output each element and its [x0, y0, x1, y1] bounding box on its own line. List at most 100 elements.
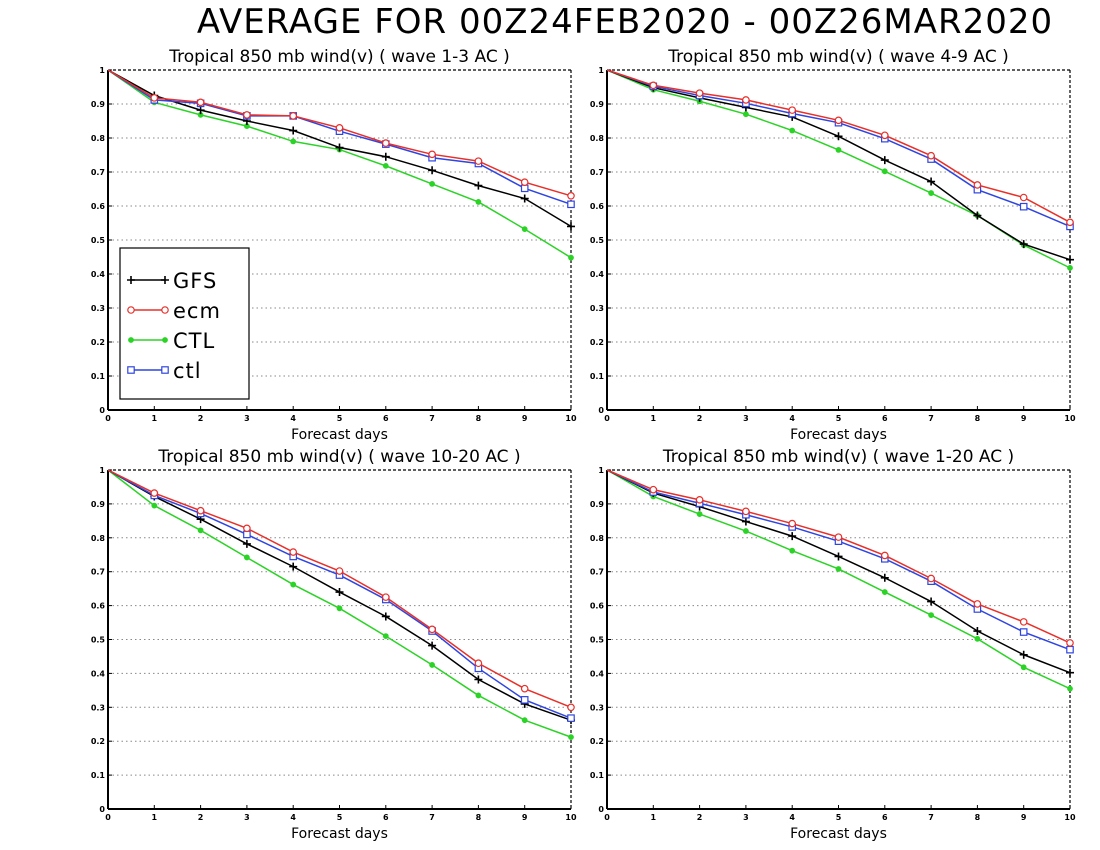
data-point-ecm	[695, 89, 704, 97]
x-tick-label: 2	[697, 414, 703, 423]
x-axis-label: Forecast days	[790, 427, 887, 443]
data-point-ctl	[244, 554, 250, 561]
data-point-gfs	[567, 222, 575, 231]
x-tick-label: 8	[476, 813, 482, 822]
data-point-gfs	[973, 211, 982, 220]
data-point-ctl	[151, 502, 158, 509]
y-tick-label: 0.4	[91, 270, 106, 279]
y-tick-label: 0.7	[91, 568, 105, 577]
y-tick-label: 0.5	[590, 236, 605, 245]
y-tick-label: 1	[598, 66, 604, 75]
data-point-ctl	[928, 612, 934, 618]
x-tick-label: 1	[651, 414, 657, 423]
data-point-ecm	[289, 548, 298, 556]
data-point-ctl	[881, 168, 888, 175]
y-tick-label: 0.3	[91, 304, 105, 313]
data-point-gfs	[289, 126, 298, 135]
x-tick-label: 7	[928, 813, 934, 822]
x-tick-label: 2	[697, 813, 703, 822]
y-tick-label: 1	[99, 466, 105, 475]
chart-panel-3: Tropical 850 mb wind(v) ( wave 10-20 AC …	[91, 447, 577, 842]
data-point-ecm	[834, 116, 843, 125]
data-point-gfs	[927, 177, 936, 186]
data-point-ctl	[475, 692, 482, 699]
x-tick-label: 6	[882, 414, 888, 423]
series-line-ctl	[107, 69, 572, 206]
y-tick-label: 0.3	[590, 304, 604, 313]
x-tick-label: 10	[565, 813, 577, 822]
data-point-ecm	[196, 98, 205, 107]
data-point-ecm	[474, 157, 483, 165]
data-point-gfs	[834, 132, 843, 141]
data-point-ecm	[474, 659, 483, 668]
panel-title: Tropical 850 mb wind(v) ( wave 4-9 AC )	[667, 47, 1009, 67]
x-tick-label: 3	[244, 813, 250, 822]
x-tick-label: 1	[152, 813, 158, 822]
x-tick-label: 7	[429, 414, 435, 423]
x-tick-label: 7	[928, 414, 934, 423]
legend-marker-gfs	[161, 276, 169, 284]
data-point-ctl	[520, 184, 529, 193]
legend-marker-ctl	[127, 366, 135, 374]
x-tick-label: 3	[743, 813, 749, 822]
data-point-gfs	[880, 156, 889, 165]
legend-marker-ecm	[161, 306, 169, 314]
data-point-gfs	[428, 166, 437, 175]
x-tick-label: 7	[429, 813, 435, 822]
y-tick-label: 0.4	[91, 669, 106, 678]
y-tick-label: 0.7	[91, 168, 105, 177]
x-tick-label: 3	[244, 414, 250, 423]
data-point-ctl	[743, 528, 749, 534]
chart-panel-4: Tropical 850 mb wind(v) ( wave 1-20 AC )…	[590, 447, 1076, 842]
y-tick-label: 0.8	[590, 534, 605, 543]
data-point-ecm	[150, 489, 159, 497]
data-point-ctl	[429, 662, 436, 668]
data-point-ctl	[243, 530, 251, 539]
legend-marker-ecm	[127, 306, 135, 314]
x-tick-label: 4	[290, 813, 296, 822]
data-point-ecm	[335, 124, 344, 132]
data-point-gfs	[196, 106, 205, 115]
x-tick-label: 5	[337, 414, 343, 423]
panel-title: Tropical 850 mb wind(v) ( wave 10-20 AC …	[157, 447, 520, 467]
y-tick-label: 0.8	[590, 134, 605, 143]
y-tick-label: 0.6	[590, 202, 605, 211]
y-tick-label: 0.4	[590, 270, 605, 279]
data-point-ctl	[1067, 264, 1073, 271]
legend-label-ecm: ecm	[173, 299, 221, 323]
data-point-ctl	[521, 717, 528, 724]
x-tick-label: 9	[522, 813, 528, 822]
data-point-ecm	[788, 519, 797, 528]
y-tick-label: 0	[598, 805, 604, 814]
data-point-ecm	[381, 593, 390, 601]
y-tick-label: 0.8	[91, 534, 106, 543]
data-point-gfs	[335, 143, 344, 152]
data-point-ctl	[429, 181, 436, 187]
data-point-ctl	[835, 147, 842, 153]
data-point-ctl	[290, 581, 297, 588]
data-point-ctl	[928, 190, 934, 196]
legend-label-ctl: CTL	[173, 329, 215, 353]
panel-title: Tropical 850 mb wind(v) ( wave 1-20 AC )	[662, 447, 1014, 467]
data-point-gfs	[1019, 650, 1028, 659]
y-tick-label: 0.6	[91, 602, 106, 611]
x-tick-label: 10	[565, 414, 577, 423]
y-tick-label: 0.9	[590, 100, 605, 109]
data-point-ctl	[1019, 202, 1028, 211]
legend: GFS ecm CTL ctl	[119, 247, 250, 400]
data-point-gfs	[428, 641, 437, 650]
y-tick-label: 1	[99, 66, 105, 75]
data-point-ctl	[567, 714, 575, 722]
data-point-ecm	[649, 485, 658, 494]
data-point-ecm	[1019, 618, 1028, 626]
data-point-ctl	[743, 111, 749, 118]
legend-label-ctl: ctl	[173, 359, 202, 383]
data-point-ctl	[568, 254, 574, 261]
data-point-ctl	[881, 589, 888, 595]
x-axis-label: Forecast days	[291, 826, 388, 842]
x-tick-label: 8	[975, 813, 981, 822]
data-point-ecm	[880, 551, 889, 560]
y-tick-label: 0.1	[590, 771, 605, 780]
y-tick-label: 0	[99, 406, 105, 415]
data-point-ecm	[243, 111, 251, 119]
